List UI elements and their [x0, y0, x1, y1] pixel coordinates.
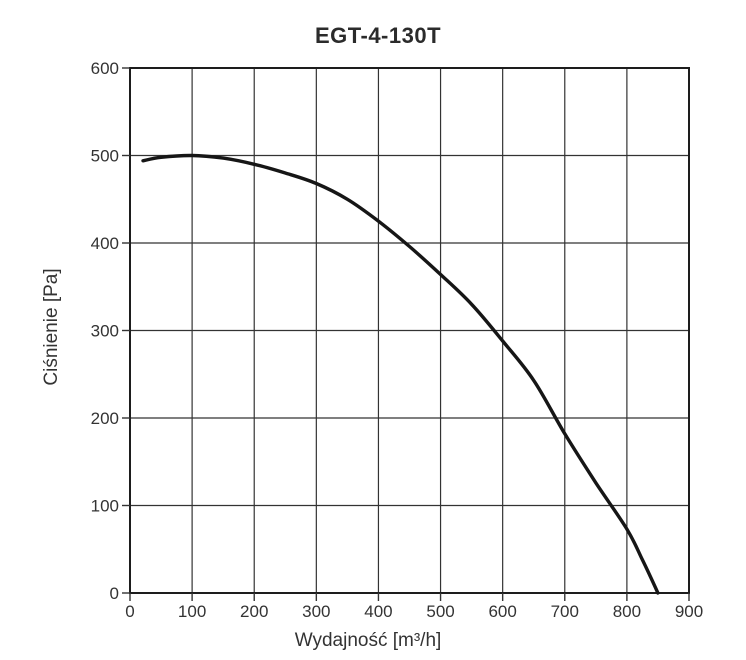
x-tick-label-0: 0	[125, 602, 134, 621]
y-tick-label-200: 200	[91, 409, 119, 428]
x-tick-label-800: 800	[613, 602, 641, 621]
y-tick-label-600: 600	[91, 59, 119, 78]
x-tick-label-100: 100	[178, 602, 206, 621]
x-tick-label-700: 700	[551, 602, 579, 621]
chart-title: EGT-4-130T	[314, 23, 442, 48]
y-tick-label-100: 100	[91, 497, 119, 516]
fan-curve-0	[141, 153, 660, 595]
y-tick-label-400: 400	[91, 234, 119, 253]
y-tick-label-500: 500	[91, 147, 119, 166]
x-tick-label-600: 600	[488, 602, 516, 621]
y-tick-label-300: 300	[91, 322, 119, 341]
x-tick-label-300: 300	[302, 602, 330, 621]
x-tick-label-900: 900	[675, 602, 703, 621]
x-tick-label-400: 400	[364, 602, 392, 621]
x-tick-label-500: 500	[426, 602, 454, 621]
x-tick-label-200: 200	[240, 602, 268, 621]
y-tick-label-0: 0	[110, 584, 119, 603]
x-axis-label: Wydajność [m³/h]	[294, 630, 442, 651]
